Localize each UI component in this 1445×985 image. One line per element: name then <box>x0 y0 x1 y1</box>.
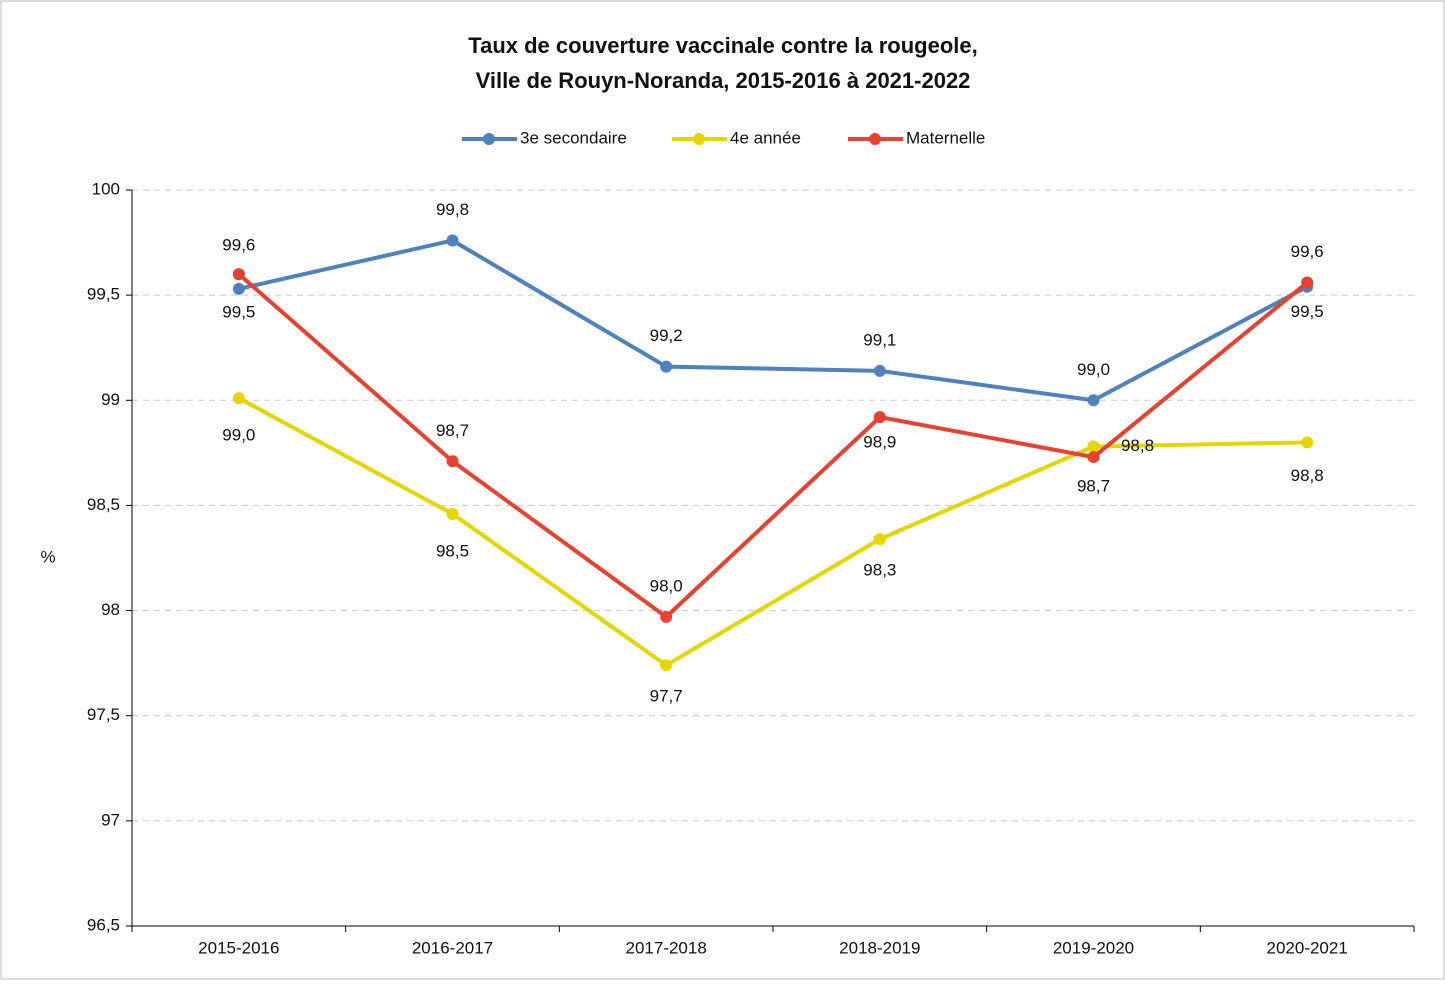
y-tick-label: 97,5 <box>87 705 120 724</box>
data-label: 98,3 <box>863 561 896 580</box>
data-label: 98,5 <box>436 541 469 560</box>
data-label: 99,0 <box>1077 360 1110 379</box>
data-label: 99,6 <box>1291 242 1324 261</box>
data-point <box>873 411 886 424</box>
data-label: 99,0 <box>222 426 255 445</box>
y-tick-label: 96,5 <box>87 915 120 934</box>
data-label: 98,8 <box>1291 466 1324 485</box>
legend-marker <box>483 133 495 145</box>
data-label: 99,8 <box>436 200 469 219</box>
x-tick-label: 2019-2020 <box>1053 938 1134 957</box>
data-label: 98,7 <box>436 421 469 440</box>
data-point <box>232 268 245 281</box>
chart-title: Taux de couverture vaccinale contre la r… <box>468 33 977 58</box>
x-tick-label: 2018-2019 <box>839 938 920 957</box>
data-point <box>660 610 673 623</box>
x-tick-label: 2020-2021 <box>1267 938 1348 957</box>
data-point <box>660 659 673 672</box>
data-label: 99,1 <box>863 330 896 349</box>
data-point <box>232 282 245 295</box>
data-label: 99,5 <box>222 302 255 321</box>
series-line <box>237 396 1308 668</box>
data-point <box>446 234 459 247</box>
data-point <box>1087 394 1100 407</box>
data-label: 98,8 <box>1121 436 1154 455</box>
legend-label: 4e année <box>730 128 801 147</box>
y-tick-label: 100 <box>92 179 120 198</box>
data-point <box>873 364 886 377</box>
y-tick-label: 98,5 <box>87 495 120 514</box>
x-tick-label: 2015-2016 <box>198 938 279 957</box>
data-point <box>1301 436 1314 449</box>
data-label: 99,6 <box>222 236 255 255</box>
data-point <box>873 533 886 546</box>
data-point <box>446 507 459 520</box>
data-point <box>232 392 245 405</box>
data-point <box>1301 276 1314 289</box>
y-tick-label: 98 <box>101 600 120 619</box>
series-line <box>238 238 1309 403</box>
y-tick-label: 99 <box>101 390 120 409</box>
data-label: 99,5 <box>1291 302 1324 321</box>
data-label: 99,2 <box>650 326 683 345</box>
y-tick-label: 99,5 <box>87 285 120 304</box>
y-axis-label: % <box>40 547 55 566</box>
data-point <box>1087 451 1100 464</box>
x-tick-label: 2017-2018 <box>626 938 707 957</box>
legend-label: 3e secondaire <box>520 128 627 147</box>
data-point <box>446 455 459 468</box>
legend-label: Maternelle <box>906 128 985 147</box>
data-label: 98,7 <box>1077 477 1110 496</box>
legend-marker <box>869 133 881 145</box>
data-label: 98,9 <box>863 433 896 452</box>
data-point <box>660 360 673 373</box>
legend-marker <box>693 133 705 145</box>
data-label: 97,7 <box>650 687 683 706</box>
chart-title: Ville de Rouyn-Noranda, 2015-2016 à 2021… <box>476 68 971 93</box>
y-tick-label: 97 <box>101 810 120 829</box>
series-line <box>237 272 1309 620</box>
data-label: 98,0 <box>650 576 683 595</box>
data-point <box>1087 440 1100 453</box>
x-tick-label: 2016-2017 <box>412 938 493 957</box>
